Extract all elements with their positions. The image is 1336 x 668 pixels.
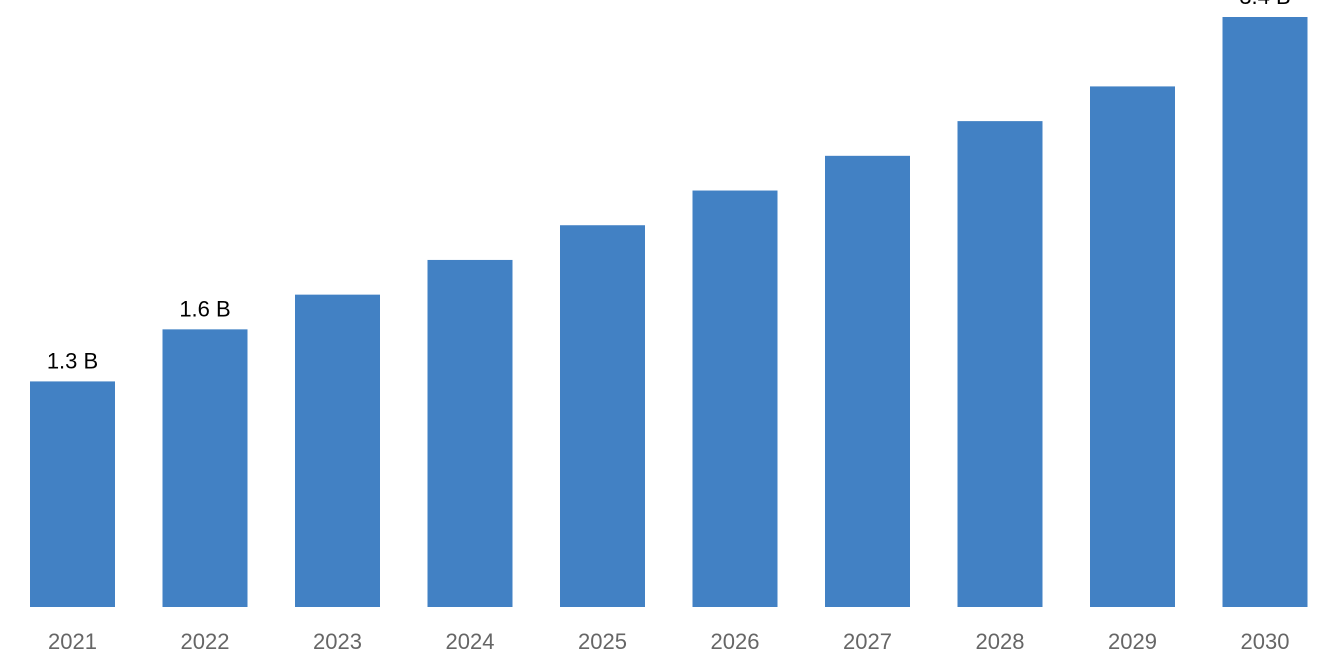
x-tick-label-2022: 2022 <box>181 629 230 654</box>
bar-2023 <box>295 294 380 607</box>
x-tick-label-2027: 2027 <box>843 629 892 654</box>
bar-2022 <box>162 329 248 607</box>
x-tick-label-2026: 2026 <box>711 629 760 654</box>
x-tick-label-2028: 2028 <box>976 629 1025 654</box>
bar-2029 <box>1090 86 1175 608</box>
bar-2025 <box>560 225 645 607</box>
x-tick-label-2023: 2023 <box>313 629 362 654</box>
bar-2026 <box>692 190 778 607</box>
bar-2024 <box>427 259 513 607</box>
data-label-2030: 3.4 B <box>1239 0 1290 9</box>
bar-2027 <box>825 155 910 607</box>
bars-layer <box>30 17 1308 608</box>
x-tick-label-2030: 2030 <box>1241 629 1290 654</box>
x-axis: 2021 2022 2023 2024 2025 2026 2027 2028 2029 2030 <box>48 629 1289 654</box>
bar-2028 <box>957 121 1043 607</box>
data-label-2021: 1.3 B <box>47 348 98 373</box>
bar-2030 <box>1222 17 1308 607</box>
x-tick-label-2025: 2025 <box>578 629 627 654</box>
x-tick-label-2021: 2021 <box>48 629 97 654</box>
bar-2021 <box>30 381 115 607</box>
data-label-2022: 1.6 B <box>179 296 230 321</box>
x-tick-label-2029: 2029 <box>1108 629 1157 654</box>
data-labels-layer: 1.3 B 1.6 B 3.4 B <box>47 0 1291 373</box>
x-tick-label-2024: 2024 <box>446 629 495 654</box>
